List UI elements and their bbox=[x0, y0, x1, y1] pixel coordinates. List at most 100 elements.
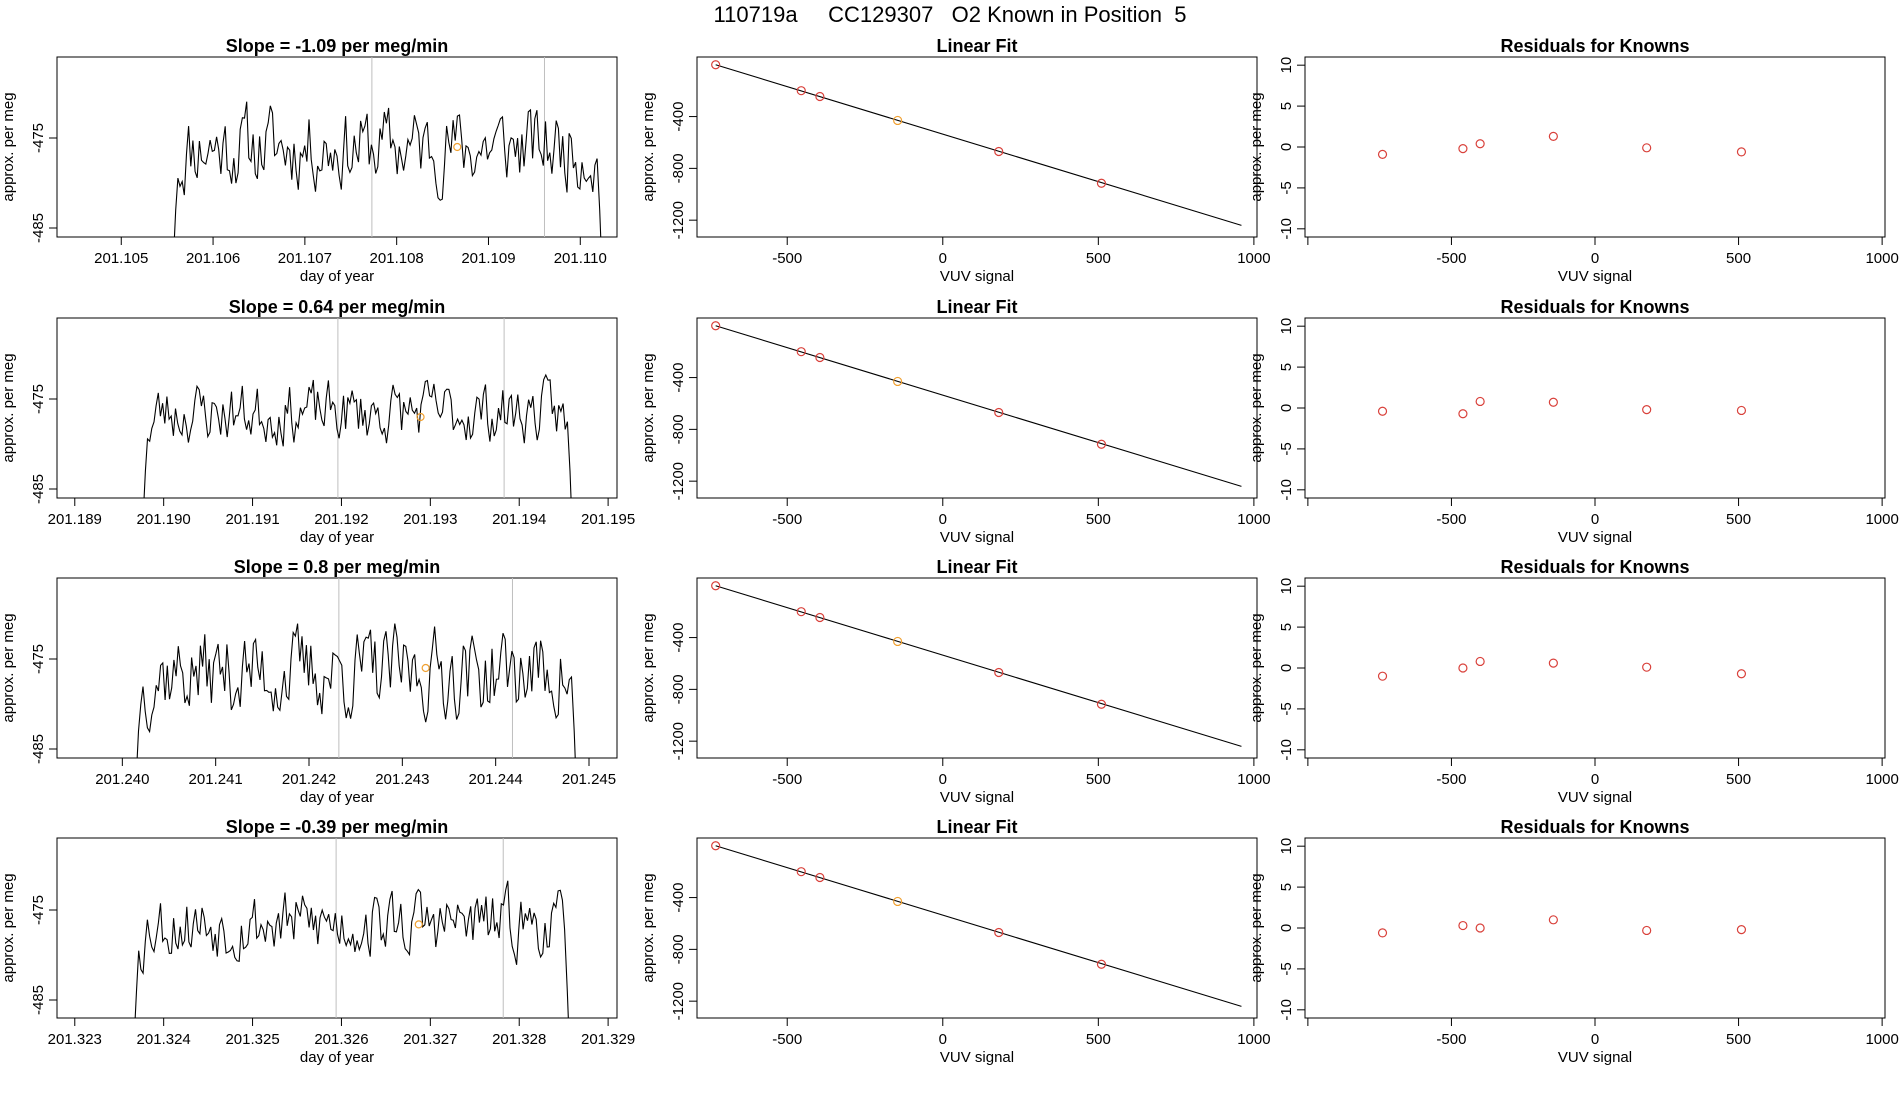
x-tick-label: 0 bbox=[939, 1031, 947, 1048]
y-axis-label: approx. per meg bbox=[640, 92, 657, 201]
y-axis-label: approx. per meg bbox=[1248, 353, 1265, 462]
unknown-sample-marker bbox=[453, 142, 462, 152]
residual-point bbox=[1377, 406, 1388, 416]
x-axis-label: VUV signal bbox=[940, 1049, 1014, 1066]
x-axis-label: VUV signal bbox=[940, 529, 1014, 546]
x-axis-label: VUV signal bbox=[1558, 268, 1632, 285]
x-axis-label: day of year bbox=[300, 268, 374, 285]
page-title: 110719a CC129307 O2 Known in Position 5 bbox=[713, 2, 1187, 27]
x-tick-label: 201.189 bbox=[48, 511, 102, 528]
y-tick-label: 0 bbox=[1278, 664, 1295, 672]
plot-frame bbox=[1304, 837, 1886, 1019]
x-tick-label: 0 bbox=[1591, 1031, 1599, 1048]
plot-frame bbox=[1304, 317, 1886, 499]
residual-point bbox=[1377, 671, 1388, 681]
x-tick-label: 500 bbox=[1086, 771, 1111, 788]
y-tick-label: -475 bbox=[30, 123, 47, 153]
residual-point bbox=[1548, 131, 1558, 141]
x-tick-label: 201.245 bbox=[562, 771, 616, 788]
x-tick-label: -500 bbox=[772, 511, 802, 528]
x-axis-label: day of year bbox=[300, 529, 374, 546]
residual-point bbox=[1377, 928, 1388, 938]
known-point bbox=[994, 667, 1004, 678]
x-tick-label: -500 bbox=[772, 771, 802, 788]
x-tick-label: 201.109 bbox=[461, 250, 515, 267]
x-tick-label: -500 bbox=[1436, 250, 1466, 267]
known-point bbox=[711, 321, 721, 331]
plot-frame bbox=[56, 317, 618, 499]
x-tick-label: 201.193 bbox=[403, 511, 457, 528]
x-tick-label: 0 bbox=[1591, 771, 1599, 788]
chart-title: Slope = -0.39 per meg/min bbox=[226, 817, 449, 837]
x-tick-label: 201.108 bbox=[370, 250, 424, 267]
unknown-sample-marker bbox=[421, 663, 430, 673]
x-tick-label: 0 bbox=[939, 250, 947, 267]
x-tick-label: 1000 bbox=[1237, 1031, 1270, 1048]
y-tick-label: -800 bbox=[670, 934, 687, 964]
y-tick-label: -5 bbox=[1278, 962, 1295, 975]
plot-frame bbox=[696, 837, 1258, 1019]
x-tick-label: -500 bbox=[772, 250, 802, 267]
y-tick-label: 10 bbox=[1278, 578, 1295, 595]
y-tick-label: 5 bbox=[1278, 883, 1295, 891]
y-tick-label: -10 bbox=[1278, 218, 1295, 240]
x-tick-label: 201.324 bbox=[137, 1031, 191, 1048]
y-tick-label: -5 bbox=[1278, 442, 1295, 455]
residual-point bbox=[1458, 409, 1468, 419]
fit-line bbox=[715, 845, 1242, 1007]
panel-residuals-10: Residuals for Knowns -500 0 500 1000 VUV sign… bbox=[1248, 557, 1899, 806]
y-axis-label: approx. per meg bbox=[1248, 613, 1265, 722]
residual-point bbox=[1377, 149, 1388, 159]
plot-frame bbox=[696, 56, 1258, 238]
x-tick-label: 0 bbox=[1591, 511, 1599, 528]
known-point bbox=[796, 867, 806, 877]
panel-timeseries-1: Slope = 0.64 per meg/min 201.189 201.190 20… bbox=[0, 297, 635, 546]
data-trace bbox=[136, 623, 576, 758]
y-tick-label: -10 bbox=[1278, 999, 1295, 1021]
plot-area bbox=[173, 57, 602, 237]
x-tick-label: 201.325 bbox=[225, 1031, 279, 1048]
chart-title: Residuals for Knowns bbox=[1500, 817, 1689, 837]
x-tick-label: 1000 bbox=[1237, 511, 1270, 528]
unknown-sample-marker bbox=[414, 920, 423, 929]
x-tick-label: 201.106 bbox=[186, 250, 240, 267]
known-point bbox=[994, 146, 1004, 157]
fit-line bbox=[715, 64, 1242, 226]
x-tick-label: 1000 bbox=[1865, 1031, 1898, 1048]
y-axis-label: approx. per meg bbox=[0, 92, 17, 201]
residual-point bbox=[1642, 662, 1652, 672]
unknown-point bbox=[893, 376, 903, 387]
x-tick-label: 1000 bbox=[1865, 250, 1898, 267]
chart-title: Slope = 0.64 per meg/min bbox=[229, 297, 446, 317]
plot-area bbox=[711, 581, 1242, 747]
x-tick-label: 201.242 bbox=[282, 771, 336, 788]
residual-point bbox=[1475, 396, 1485, 407]
x-tick-label: 500 bbox=[1086, 511, 1111, 528]
y-tick-label: -1200 bbox=[670, 982, 687, 1020]
known-point bbox=[1096, 178, 1107, 188]
residual-point bbox=[1736, 669, 1747, 679]
chart-title: Residuals for Knowns bbox=[1500, 297, 1689, 317]
x-tick-label: 201.105 bbox=[94, 250, 148, 267]
x-axis-label: day of year bbox=[300, 1049, 374, 1066]
y-axis-label: approx. per meg bbox=[640, 353, 657, 462]
y-tick-label: -485 bbox=[30, 213, 47, 243]
plot-area bbox=[134, 838, 569, 1018]
residual-point bbox=[1458, 144, 1468, 154]
x-tick-label: 201.107 bbox=[278, 250, 332, 267]
fit-line bbox=[715, 325, 1242, 487]
chart-title: Linear Fit bbox=[936, 297, 1017, 317]
plot-frame bbox=[696, 317, 1258, 499]
y-tick-label: -800 bbox=[670, 674, 687, 704]
x-tick-label: 1000 bbox=[1865, 511, 1898, 528]
plot-area bbox=[143, 318, 572, 498]
x-axis-label: VUV signal bbox=[1558, 529, 1632, 546]
plot-area bbox=[1377, 396, 1747, 419]
residual-point bbox=[1475, 139, 1485, 149]
x-axis-label: VUV signal bbox=[1558, 1049, 1632, 1066]
y-tick-label: -1200 bbox=[670, 201, 687, 239]
residual-point bbox=[1736, 405, 1747, 416]
residual-point bbox=[1458, 663, 1468, 673]
known-point bbox=[815, 91, 825, 102]
